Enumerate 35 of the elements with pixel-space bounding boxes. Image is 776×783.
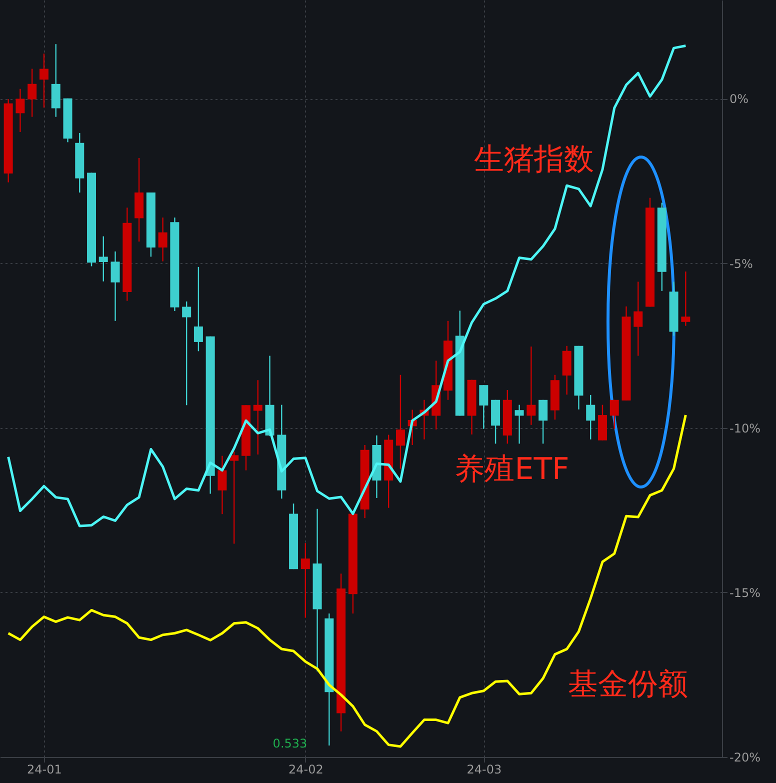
annotation: 0.533 [272,736,308,750]
x-tick-label: 24-02 [288,762,324,776]
series-label: 养殖ETF [454,452,570,487]
y-tick-label: -20% [730,750,761,764]
candlestick [300,542,310,618]
x-tick-label: 24-03 [466,762,502,776]
candlestick [16,88,25,133]
series-label: 基金份额 [568,667,688,702]
line-series [7,414,687,748]
y-tick-label: -10% [730,421,761,436]
candlestick [230,450,239,544]
y-tick-label: -15% [730,586,761,600]
candlestick [526,346,536,426]
y-tick-label: 0% [730,92,749,106]
candlestick [634,281,643,356]
candlestick [28,68,37,118]
candlestick [538,399,548,444]
candlestick [194,266,203,352]
series-label: 生猪指数 [474,142,594,177]
candlestick [586,394,596,440]
candlestick [98,236,108,282]
x-tick-label: 24-01 [27,762,62,776]
candlestick [182,300,192,406]
candlestick [610,399,619,430]
candlestick [253,380,262,456]
candlestick [479,384,488,430]
candlestick [110,250,120,322]
y-tick-label: -5% [730,256,753,271]
candlestick [218,455,227,515]
line-series [7,44,687,528]
candlestick [396,374,405,470]
candlestick [681,270,690,326]
candlestick [39,53,48,108]
candlestick [158,216,168,262]
candlestick [514,404,524,444]
